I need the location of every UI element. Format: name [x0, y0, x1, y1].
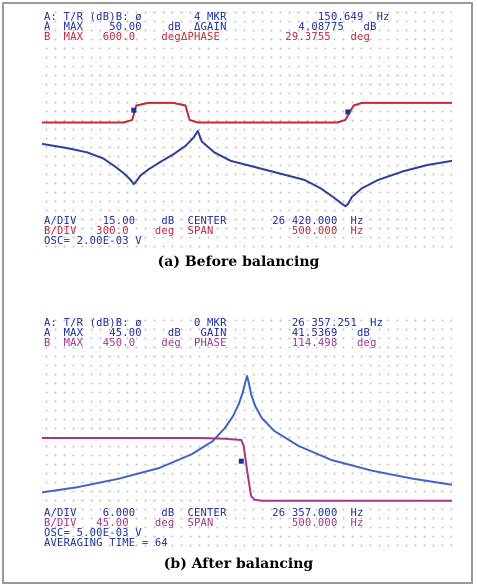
footer-line-4: AVERAGING TIME = 64 [44, 537, 168, 549]
marker-point-1 [131, 107, 137, 113]
footer-line-1: A/DIV 15.00 dB CENTER 26 420.000 Hz [44, 215, 364, 227]
header-line-3: B MAX 450.0 deg PHASE 114.498 deg [44, 337, 377, 349]
marker-point-2 [345, 109, 351, 115]
footer-line-2: B/DIV 45.00 deg SPAN 500.000 Hz [44, 517, 364, 529]
header-line-1: A: T/R (dB)B: ø 4 MKR 150.649 Hz [44, 11, 390, 23]
dot-grid [42, 316, 452, 550]
footer-line-3: OSC= 2.00E-03 V [44, 235, 142, 247]
footer-line-3: OSC= 5.00E-03 V [44, 527, 142, 539]
plot-area [42, 375, 452, 502]
series-2-line [42, 437, 452, 502]
series-2-line [42, 101, 452, 124]
plot-area [42, 101, 452, 208]
header-line-1: A: T/R (dB)B: ø 0 MKR 26 357.251 Hz [44, 317, 384, 329]
series-1-line [42, 375, 452, 494]
footer-line-2: B/DIV 300.0 deg SPAN 500.000 Hz [44, 225, 364, 237]
dot-grid [42, 8, 452, 248]
header-line-2: A MAX 50.00 dB ΔGAIN 4.08775 dB [44, 21, 377, 33]
panel-before-balancing: A: T/R (dB)B: ø 4 MKR 150.649 Hz A MAX 5… [42, 8, 452, 248]
series-1-line [42, 130, 452, 208]
panel-after-balancing: A: T/R (dB)B: ø 0 MKR 26 357.251 Hz A MA… [42, 316, 452, 550]
header-line-3: B MAX 600.0 degΔPHASE 29.3755 deg [44, 31, 371, 43]
caption-before-balancing: (a) Before balancing [157, 254, 320, 270]
marker-point-1 [238, 458, 244, 464]
header-line-2: A MAX 45.00 dB GAIN 41.5369 dB [44, 327, 371, 339]
caption-after-balancing: (b) After balancing [163, 556, 314, 572]
footer-line-1: A/DIV 6.000 dB CENTER 26 357.000 Hz [44, 507, 364, 519]
